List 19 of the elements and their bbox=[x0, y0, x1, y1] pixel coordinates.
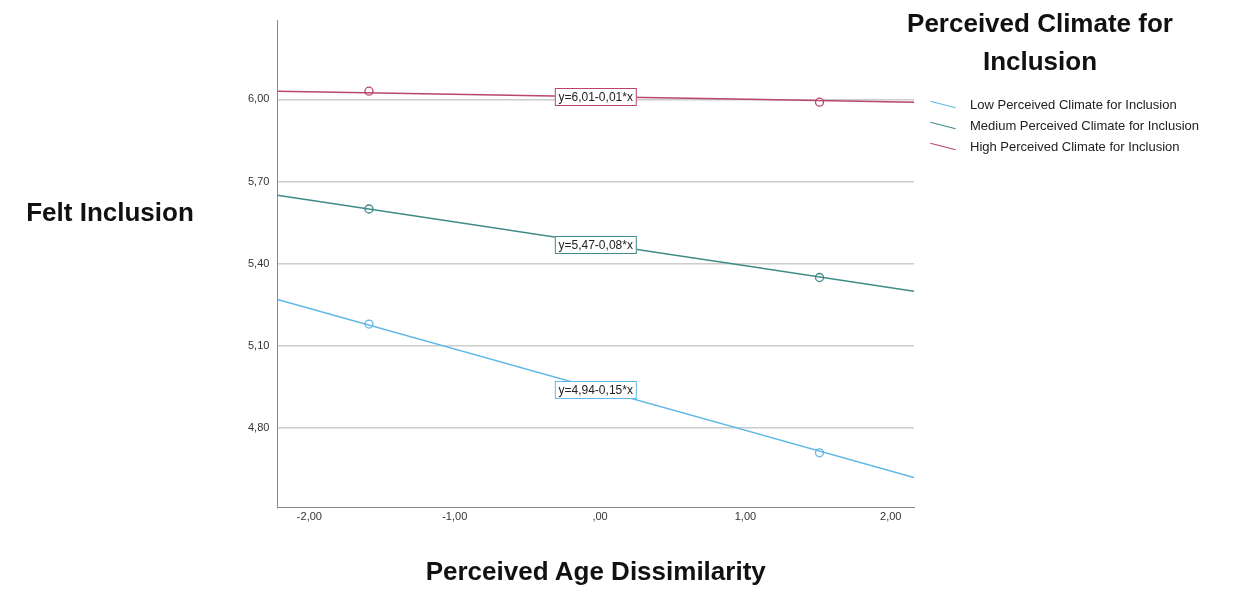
x-tick-label: -2,00 bbox=[296, 510, 322, 523]
annotation: y=4,94-0,15*x bbox=[554, 380, 637, 399]
legend-label: Medium Perceived Climate for Inclusion bbox=[970, 118, 1200, 133]
y-axis-title: Felt Inclusion bbox=[26, 196, 194, 227]
annotation: y=5,47-0,08*x bbox=[554, 235, 637, 254]
x-tick-label: ,00 bbox=[592, 510, 608, 523]
y-tick-label: 4,80 bbox=[247, 421, 270, 434]
y-tick-label: 5,10 bbox=[247, 339, 270, 352]
annotation: y=6,01-0,01*x bbox=[554, 87, 637, 106]
legend-label: Low Perceived Climate for Inclusion bbox=[970, 97, 1177, 112]
y-tick-label: 6,00 bbox=[247, 92, 270, 105]
x-tick-label: -1,00 bbox=[442, 510, 468, 523]
legend-title: Perceived Climate for Inclusion bbox=[906, 7, 1174, 78]
y-tick-label: 5,40 bbox=[247, 256, 270, 269]
x-tick-label: 2,00 bbox=[880, 510, 902, 523]
y-tick-label: 5,70 bbox=[247, 174, 270, 187]
x-tick-label: 1,00 bbox=[734, 510, 757, 523]
legend-label: High Perceived Climate for Inclusion bbox=[970, 139, 1180, 154]
x-axis-title: Perceived Age Dissimilarity bbox=[425, 555, 767, 586]
